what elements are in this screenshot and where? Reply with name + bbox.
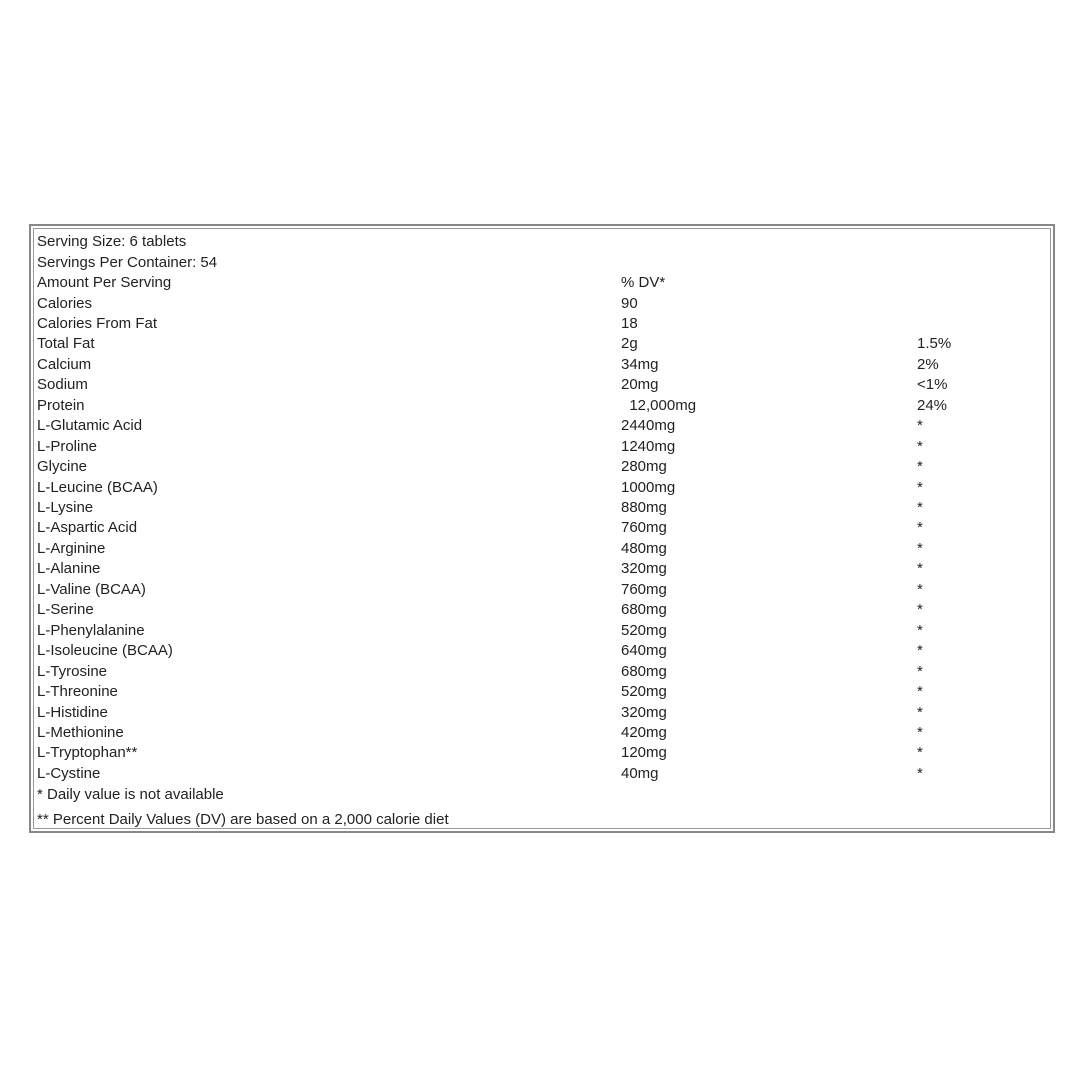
nutrient-dv: <1% xyxy=(917,376,948,394)
nutrient-amount: 760mg xyxy=(621,580,667,598)
nutrient-amount: 12,000mg xyxy=(621,396,697,414)
footnote-daily-value: * Daily value is not available xyxy=(37,786,224,803)
nutrient-amount: 120mg xyxy=(621,744,667,762)
nutrient-name: L-Alanine xyxy=(37,560,101,578)
nutrient-name: L-Aspartic Acid xyxy=(37,519,138,537)
nutrient-amount: 34mg xyxy=(621,355,659,373)
nutrient-amount: 640mg xyxy=(621,642,667,660)
nutrient-name: L-Cystine xyxy=(37,764,101,782)
nutrient-dv: * xyxy=(917,683,923,701)
nutrient-name: L-Isoleucine (BCAA) xyxy=(37,642,173,660)
nutrient-name: Sodium xyxy=(37,376,88,394)
dv-header: % DV* xyxy=(621,274,666,291)
nutrient-dv: 1.5% xyxy=(917,335,952,353)
nutrient-dv: * xyxy=(917,662,923,680)
nutrient-amount: 680mg xyxy=(621,601,667,619)
nutrient-dv: * xyxy=(917,723,923,741)
nutrient-amount: 90 xyxy=(621,294,638,312)
nutrient-dv: * xyxy=(917,458,923,476)
nutrient-amount: 320mg xyxy=(621,703,667,721)
nutrient-dv: * xyxy=(917,499,923,516)
nutrient-name: L-Arginine xyxy=(37,539,106,557)
nutrient-amount: 2440mg xyxy=(621,417,676,435)
nutrient-amount: 520mg xyxy=(621,621,667,639)
nutrient-name: Total Fat xyxy=(37,335,95,353)
nutrient-dv: * xyxy=(917,560,923,578)
nutrient-amount: 18 xyxy=(621,314,638,332)
nutrient-dv: * xyxy=(917,437,923,455)
nutrition-table-inner: Serving Size: 6 tablets Servings Per Con… xyxy=(33,228,1051,829)
nutrient-dv: * xyxy=(917,519,923,537)
nutrient-name: L-Serine xyxy=(37,601,94,619)
servings-per-container: Servings Per Container: 54 xyxy=(37,253,218,271)
nutrient-amount: 420mg xyxy=(621,723,667,741)
nutrient-amount: 1000mg xyxy=(621,478,676,496)
nutrient-amount: 680mg xyxy=(621,662,667,680)
nutrient-name: Calcium xyxy=(37,355,92,373)
nutrient-name: L-Histidine xyxy=(37,703,108,721)
nutrient-dv: 2% xyxy=(917,355,939,373)
nutrient-dv: * xyxy=(917,478,923,496)
nutrient-name: L-Lysine xyxy=(37,499,94,516)
nutrient-dv: * xyxy=(917,601,923,619)
nutrient-name: Calories xyxy=(37,294,93,312)
nutrient-dv: * xyxy=(917,539,923,557)
nutrient-amount: 1240mg xyxy=(621,437,676,455)
nutrient-dv: * xyxy=(917,764,923,782)
nutrient-name: L-Leucine (BCAA) xyxy=(37,478,158,496)
nutrient-amount: 20mg xyxy=(621,376,659,394)
nutrient-name: L-Phenylalanine xyxy=(37,621,145,639)
nutrient-dv: * xyxy=(917,621,923,639)
nutrient-name: Protein xyxy=(37,396,85,414)
footnote-percent-dv: ** Percent Daily Values (DV) are based o… xyxy=(37,811,449,828)
nutrient-amount: 880mg xyxy=(621,499,667,516)
nutrient-name: L-Tyrosine xyxy=(37,662,108,680)
nutrient-amount: 2g xyxy=(621,335,638,353)
nutrient-amount: 520mg xyxy=(621,683,667,701)
nutrient-dv: 24% xyxy=(917,396,948,414)
nutrient-amount: 760mg xyxy=(621,519,667,537)
nutrient-amount: 480mg xyxy=(621,539,667,557)
nutrient-name: L-Valine (BCAA) xyxy=(37,580,146,598)
nutrient-name: Glycine xyxy=(37,458,88,476)
nutrient-dv: * xyxy=(917,580,923,598)
nutrition-table: Serving Size: 6 tablets Servings Per Con… xyxy=(29,224,1055,833)
nutrient-name: L-Tryptophan** xyxy=(37,744,138,762)
nutrient-dv: * xyxy=(917,703,923,721)
nutrient-name: L-Threonine xyxy=(37,683,118,701)
nutrient-amount: 320mg xyxy=(621,560,667,578)
nutrient-name: L-Methionine xyxy=(37,723,124,741)
nutrient-dv: * xyxy=(917,417,923,435)
nutrient-name: L-Proline xyxy=(37,437,98,455)
nutrient-amount: 40mg xyxy=(621,764,659,782)
nutrient-name: Calories From Fat xyxy=(37,314,158,332)
amount-per-serving-label: Amount Per Serving xyxy=(37,274,172,291)
serving-size: Serving Size: 6 tablets xyxy=(37,233,187,250)
nutrient-dv: * xyxy=(917,642,923,660)
nutrient-name: L-Glutamic Acid xyxy=(37,417,143,435)
nutrient-dv: * xyxy=(917,744,923,762)
nutrient-amount: 280mg xyxy=(621,458,667,476)
